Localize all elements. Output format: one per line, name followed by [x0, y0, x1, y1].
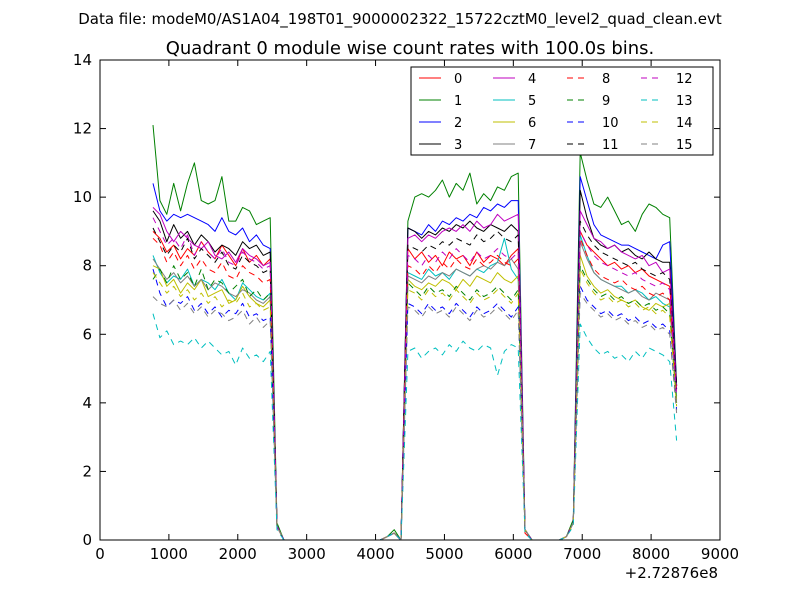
series-line-6: [152, 254, 678, 541]
x-tick-label: 6000: [494, 545, 532, 563]
series-line-14: [152, 268, 678, 541]
axis-ticks: 0 1000 2000 3000 4000 5000 6000 7000 8000 9000 0 2 4…: [73, 51, 739, 563]
series-line-8: [152, 237, 678, 541]
series-line-9: [152, 265, 678, 541]
series-line-12: [152, 217, 678, 541]
series-line-10: [152, 268, 678, 541]
x-tick-label: 2000: [219, 545, 257, 563]
x-tick-label: 0: [95, 545, 105, 563]
legend-label-5: 5: [528, 94, 536, 109]
legend-label-12: 12: [676, 72, 693, 87]
y-tick-label: 10: [73, 188, 92, 206]
legend-label-7: 7: [528, 138, 536, 153]
x-tick-label: 1000: [150, 545, 188, 563]
y-tick-label: 4: [82, 394, 92, 412]
series-line-3: [152, 189, 678, 541]
y-tick-label: 2: [82, 462, 92, 480]
legend-label-14: 14: [676, 116, 693, 131]
x-tick-label: 9000: [701, 545, 739, 563]
legend-label-3: 3: [454, 138, 462, 153]
x-tick-label: 8000: [632, 545, 670, 563]
legend-frame: [410, 66, 714, 156]
legend-label-2: 2: [454, 116, 462, 131]
x-tick-label: 7000: [563, 545, 601, 563]
series-line-1: [152, 125, 678, 541]
legend-label-13: 13: [676, 94, 693, 109]
legend-label-15: 15: [676, 138, 693, 153]
legend-label-4: 4: [528, 72, 536, 87]
legend-label-8: 8: [602, 72, 610, 87]
x-tick-label: 3000: [288, 545, 326, 563]
chart-suptitle: Data file: modeM0/AS1A04_198T01_90000023…: [78, 10, 722, 29]
legend-label-6: 6: [528, 116, 536, 131]
chart-title: Quadrant 0 module wise count rates with …: [166, 38, 655, 59]
series-line-11: [152, 220, 678, 541]
x-offset-label: +2.72876e8: [625, 564, 718, 582]
legend-label-9: 9: [602, 94, 610, 109]
series-line-4: [152, 207, 678, 541]
legend-label-1: 1: [454, 94, 462, 109]
series-line-13: [152, 313, 678, 541]
y-tick-label: 8: [82, 257, 92, 275]
plot-frame: [99, 59, 721, 541]
y-tick-label: 12: [73, 120, 92, 138]
legend-label-0: 0: [454, 72, 462, 87]
series-line-15: [152, 292, 678, 541]
x-tick-label: 5000: [425, 545, 463, 563]
legend-label-11: 11: [602, 138, 619, 153]
y-tick-label: 14: [73, 51, 92, 69]
series-line-7: [152, 241, 678, 541]
plot-lines: [152, 125, 678, 541]
legend-label-10: 10: [602, 116, 619, 131]
y-tick-label: 6: [82, 325, 92, 343]
x-tick-label: 4000: [356, 545, 394, 563]
series-line-5: [152, 234, 678, 541]
y-tick-label: 0: [82, 531, 92, 549]
